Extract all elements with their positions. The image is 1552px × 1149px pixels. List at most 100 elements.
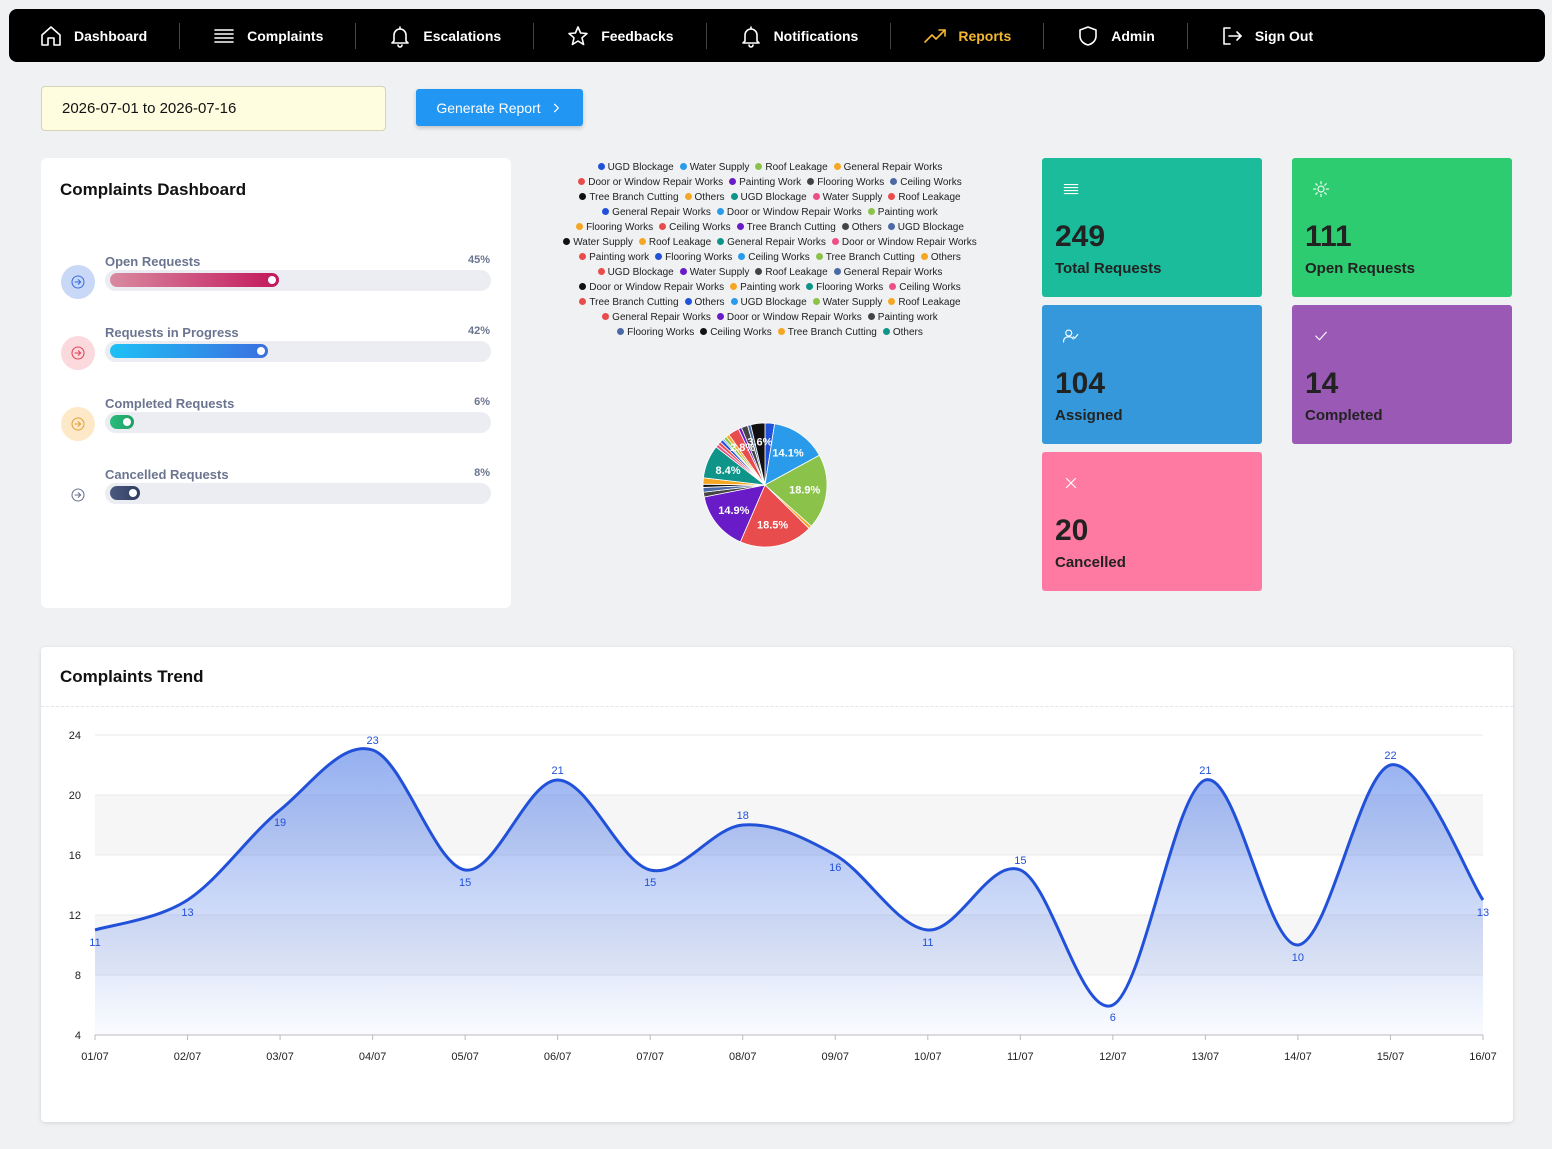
legend-dot (730, 298, 738, 305)
legend-item[interactable]: General Repair Works (602, 310, 711, 325)
progress-percent: 45% (467, 254, 490, 266)
legend-item[interactable]: Tree Branch Cutting (815, 250, 915, 265)
legend-dot (579, 253, 587, 260)
legend-item[interactable]: Door or Window Repair Works (716, 205, 862, 220)
pie-slice[interactable] (764, 454, 828, 527)
legend-dot (730, 193, 738, 200)
nav-item-escalations[interactable]: Escalations (388, 9, 501, 62)
progress-percent: 8% (474, 467, 490, 479)
pie-slice[interactable] (764, 423, 820, 486)
legend-item[interactable]: Water Supply (563, 235, 633, 250)
legend-item[interactable]: Door or Window Repair Works (716, 310, 862, 325)
legend-item[interactable]: UGD Blockage (730, 190, 807, 205)
stat-tile-assigned[interactable]: 104 Assigned (1042, 305, 1262, 444)
legend-item[interactable]: Painting Work (729, 175, 801, 190)
legend-item[interactable]: Painting work (867, 310, 938, 325)
user-check-icon (1062, 329, 1079, 343)
complaints-trend-card: Complaints Trend 4 8 12 16 20 24 01/07 02/07 03/… (41, 647, 1513, 1122)
legend-item[interactable]: Water Supply (812, 190, 883, 205)
legend-item[interactable]: Roof Leakage (638, 235, 711, 250)
legend-item[interactable]: Roof Leakage (755, 160, 828, 175)
legend-item[interactable]: General Repair Works (833, 160, 942, 175)
data-point-label: 16 (829, 862, 841, 874)
legend-item[interactable]: Others (882, 325, 923, 340)
legend-dot (777, 328, 785, 335)
stat-tile-open-requests[interactable]: 111 Open Requests (1292, 158, 1512, 297)
legend-item[interactable]: Ceiling Works (700, 325, 772, 340)
legend-item[interactable]: UGD Blockage (597, 265, 674, 280)
stat-tile-cancelled[interactable]: 20 Cancelled (1042, 452, 1262, 591)
legend-item[interactable]: Flooring Works (655, 250, 732, 265)
legend-item[interactable]: Others (684, 190, 725, 205)
stat-tile-completed[interactable]: 14 Completed (1292, 305, 1512, 444)
legend-label: Flooring Works (816, 282, 884, 293)
x-tick-label: 08/07 (729, 1051, 757, 1063)
legend-item[interactable]: Door or Window Repair Works (578, 175, 723, 190)
legend-item[interactable]: UGD Blockage (887, 220, 964, 235)
legend-dot (812, 298, 820, 305)
legend-item[interactable]: Roof Leakage (888, 190, 961, 205)
legend-item[interactable]: Ceiling Works (738, 250, 810, 265)
legend-item[interactable]: Tree Branch Cutting (736, 220, 836, 235)
legend-item[interactable]: Painting work (730, 280, 800, 295)
legend-item[interactable]: Door or Window Repair Works (579, 280, 724, 295)
legend-label: Tree Branch Cutting (589, 297, 679, 308)
legend-dot (806, 283, 814, 290)
legend-dot (833, 163, 841, 170)
legend-item[interactable]: Roof Leakage (755, 265, 828, 280)
legend-dot (812, 193, 820, 200)
legend-item[interactable]: General Repair Works (602, 205, 711, 220)
legend-label: Painting work (877, 207, 938, 218)
legend-item[interactable]: Door or Window Repair Works (831, 235, 977, 250)
nav-item-feedbacks[interactable]: Feedbacks (566, 9, 674, 62)
legend-item[interactable]: Painting work (867, 205, 938, 220)
legend-item[interactable]: Flooring Works (806, 280, 883, 295)
legend-label: Others (892, 327, 923, 338)
legend-item[interactable]: General Repair Works (833, 265, 943, 280)
legend-label: Door or Window Repair Works (589, 282, 725, 293)
pie-slice[interactable] (739, 484, 810, 548)
legend-item[interactable]: Tree Branch Cutting (579, 190, 679, 205)
legend-item[interactable]: UGD Blockage (597, 160, 674, 175)
legend-item[interactable]: Roof Leakage (888, 295, 961, 310)
legend-dot (659, 223, 667, 230)
stat-tile-total-requests[interactable]: 249 Total Requests (1042, 158, 1262, 297)
legend-item[interactable]: Others (684, 295, 725, 310)
pie-slice-label: 3.6% (747, 436, 772, 448)
legend-item[interactable]: Water Supply (679, 265, 749, 280)
legend-label: Water Supply (822, 192, 883, 203)
legend-label: Flooring Works (586, 222, 654, 233)
legend-item[interactable]: Others (841, 220, 882, 235)
legend-item[interactable]: UGD Blockage (730, 295, 807, 310)
nav-item-reports[interactable]: Reports (923, 9, 1011, 62)
legend-dot (638, 238, 646, 245)
legend-item[interactable]: Ceiling Works (659, 220, 731, 235)
pie-slice[interactable] (703, 484, 766, 543)
legend-item[interactable]: Painting work (579, 250, 649, 265)
legend-item[interactable]: Others (920, 250, 961, 265)
nav-item-sign-out[interactable]: Sign Out (1220, 9, 1313, 62)
legend-item[interactable]: Ceiling Works (890, 175, 962, 190)
legend-label: General Repair Works (843, 267, 943, 278)
legend-item[interactable]: Tree Branch Cutting (579, 295, 679, 310)
pie-slice[interactable] (750, 422, 766, 486)
nav-item-admin[interactable]: Admin (1076, 9, 1155, 62)
nav-item-dashboard[interactable]: Dashboard (39, 9, 147, 62)
legend-item[interactable]: General Repair Works (717, 235, 826, 250)
legend-label: Roof Leakage (765, 162, 828, 173)
legend-item[interactable]: Ceiling Works (889, 280, 961, 295)
legend-item[interactable]: Water Supply (812, 295, 882, 310)
nav-item-complaints[interactable]: Complaints (212, 9, 323, 62)
generate-report-button[interactable]: Generate Report (416, 89, 583, 126)
legend-label: UGD Blockage (897, 222, 964, 233)
legend-item[interactable]: Flooring Works (617, 325, 694, 340)
nav-item-notifications[interactable]: Notifications (739, 9, 858, 62)
date-range-input[interactable] (41, 86, 386, 131)
legend-item[interactable]: Flooring Works (807, 175, 884, 190)
legend-item[interactable]: Flooring Works (576, 220, 653, 235)
legend-dot (738, 253, 746, 260)
legend-item[interactable]: Tree Branch Cutting (777, 325, 877, 340)
arrow-right-circle-icon (71, 346, 85, 360)
legend-item[interactable]: Water Supply (679, 160, 749, 175)
nav-item-label: Admin (1111, 27, 1155, 44)
